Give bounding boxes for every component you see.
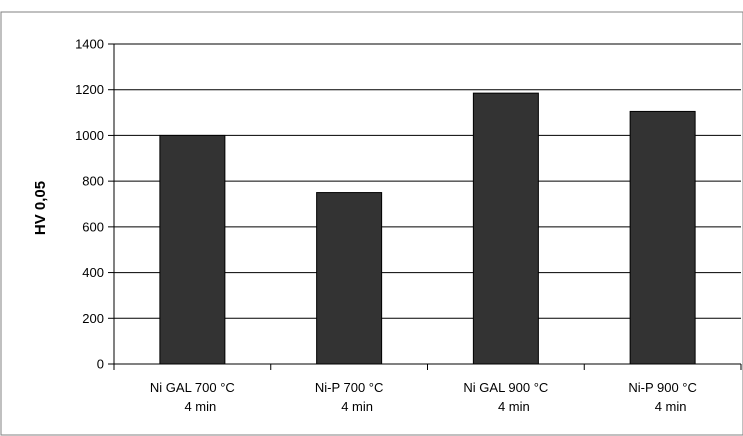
x-tick-label: Ni GAL 700 °C 4 min: [150, 380, 235, 414]
x-tick-labels: Ni GAL 700 °C 4 min Ni-P 700 °C 4 min Ni GAL…: [150, 380, 697, 414]
bars: [159, 92, 696, 365]
y-tick-label: 1200: [75, 82, 104, 97]
y-axis-label: HV 0,05: [32, 181, 49, 235]
axes: [108, 43, 742, 370]
bar: [316, 192, 383, 365]
x-tick-label: Ni GAL 900 °C 4 min: [463, 380, 548, 414]
x-tick-label: Ni-P 900 °C 4 min: [628, 380, 697, 414]
y-tick-label: 0: [97, 357, 104, 372]
bar: [629, 110, 696, 365]
y-tick-label: 800: [82, 174, 104, 189]
y-tick-label: 400: [82, 265, 104, 280]
y-tick-label: 1000: [75, 128, 104, 143]
y-tick-label: 200: [82, 311, 104, 326]
y-tick-labels: 0 200 400 600 800 1000 1200 1400: [75, 37, 104, 372]
y-tick-label: 1400: [75, 37, 104, 52]
bar: [159, 134, 226, 365]
bar: [472, 92, 539, 365]
y-tick-label: 600: [82, 219, 104, 234]
x-tick-label: Ni-P 700 °C 4 min: [315, 380, 384, 414]
